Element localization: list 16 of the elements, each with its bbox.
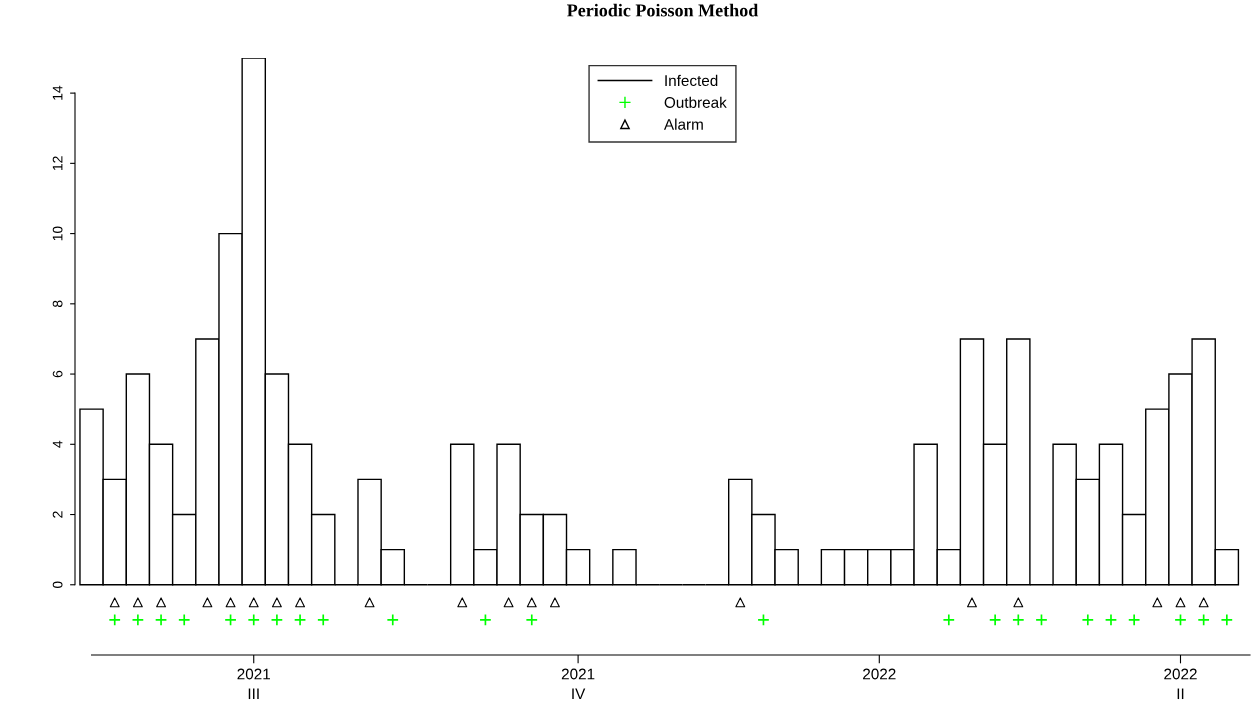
y-tick-label: 10: [52, 226, 63, 241]
y-tick-label: 0: [52, 581, 63, 589]
x-tick-label: 2022 II: [1164, 668, 1197, 700]
y-tick-label: 8: [52, 300, 63, 308]
chart-title: Periodic Poisson Method: [567, 3, 759, 17]
legend-label: Outbreak: [664, 96, 727, 108]
legend-label: Alarm: [663, 118, 703, 130]
y-tick-label: 12: [52, 156, 63, 171]
y-tick-label: 14: [52, 85, 63, 100]
x-tick-label: 2022: [863, 668, 896, 680]
x-tick-label: 2021 IV: [561, 668, 595, 700]
legend-label: Infected: [665, 74, 718, 87]
y-tick-label: 6: [52, 370, 63, 378]
y-tick-label: 2: [52, 511, 63, 518]
x-tick-label: 2021 III: [237, 668, 270, 700]
y-tick-label: 4: [52, 440, 63, 448]
